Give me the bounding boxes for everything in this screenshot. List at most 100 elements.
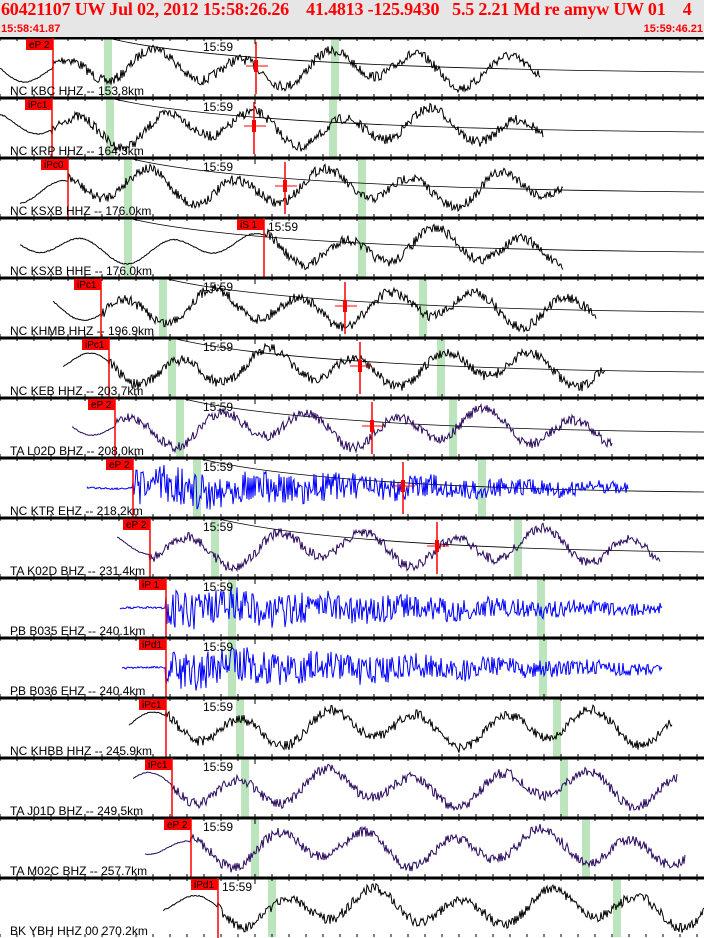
channel-label: NC KRP HHZ -- 164.3km (10, 144, 144, 158)
phase-pick-flag (88, 399, 115, 410)
waveform-trace (144, 823, 686, 873)
channel-panel[interactable]: iS 1 15:59 NC KSXB HHE -- 176.0km (0, 216, 704, 278)
minute-label: 15:59 (268, 220, 298, 234)
travel-time-curve (179, 397, 704, 433)
channel-panel[interactable]: iPc0 15:59 NC KSXB HHZ -- 176.0km (0, 156, 704, 218)
channel-label: TA K02D BHZ -- 231.4km (10, 564, 145, 578)
waveform-trace (0, 102, 544, 153)
channel-label: PB B036 EHZ -- 240.4km (10, 684, 145, 698)
channel-panel[interactable]: eP 2 15:59 NC KTR EHZ -- 218.2km (0, 456, 704, 518)
phase-pick-label: iP 1 (142, 580, 159, 591)
s-pick-marker (370, 420, 374, 432)
phase-pick-flag (139, 579, 166, 590)
phase-pick-label: iPc1 (77, 280, 97, 291)
channel-label: NC KSXB HHE -- 176.0km (10, 264, 152, 278)
channel-label: NC KHMB HHZ -- 196.9km (10, 324, 154, 338)
travel-time-curve (127, 217, 704, 253)
seismogram-panels[interactable]: eP 2 15:59 NC KBC HHZ -- 153.8km iPc1 15:59 N… (0, 37, 704, 938)
minute-label: 15:59 (222, 880, 252, 894)
s-pick-marker (401, 480, 405, 492)
travel-time-curve (127, 157, 704, 193)
phase-pick-label: eP 2 (126, 520, 147, 531)
waveform-trace (86, 464, 629, 510)
waveform-trace (121, 646, 663, 691)
minute-label: 15:59 (203, 520, 233, 534)
predicted-s-marker (329, 98, 337, 157)
minute-label: 15:59 (203, 760, 233, 774)
phase-pick-label: eP 2 (91, 400, 112, 411)
predicted-s-marker (553, 698, 561, 757)
predicted-p-marker (236, 698, 244, 757)
phase-pick-label: iPc1 (28, 100, 48, 111)
channel-panel[interactable]: iPc1 15:59 NC KRP HHZ -- 164.3km (0, 96, 704, 158)
channel-panel[interactable]: eP 2 15:59 TA L02D BHZ -- 208.0km (0, 396, 704, 458)
channel-label: NC KEB HHZ -- 203.7km (10, 384, 143, 398)
phase-pick-flag (164, 819, 191, 830)
minute-label: 15:59 (203, 820, 233, 834)
phase-pick-label: iPc1 (142, 700, 162, 711)
channel-label: TA J01D BHZ -- 249.5km (10, 804, 143, 818)
phase-pick-label: eP 2 (109, 460, 130, 471)
predicted-p-marker (124, 218, 132, 277)
phase-pick-flag (237, 219, 264, 230)
travel-time-curve (109, 97, 704, 133)
channel-label: TA L02D BHZ -- 208.0km (10, 444, 144, 458)
phase-pick-flag (191, 879, 218, 890)
channel-panel[interactable]: iPc1 15:59 NC KHBB HHZ -- 245.9km (0, 696, 704, 758)
channel-panel[interactable]: iPd1 15:59 PB B036 EHZ -- 240.4km (0, 636, 704, 698)
channel-panel[interactable]: eP 2 15:59 TA M02C BHZ -- 257.7km (0, 816, 704, 878)
phase-pick-flag (106, 459, 133, 470)
channel-panel[interactable]: iPd1 15:59 BK YBH HHZ 00 270.2km (0, 876, 704, 938)
window-end-time: 15:59:46.21 (643, 23, 703, 35)
waveform-trace (52, 283, 597, 333)
channel-panel[interactable]: iPc1 15:59 NC KHMB HHZ -- 196.9km (0, 276, 704, 338)
phase-pick-flag (41, 159, 68, 170)
minute-label: 15:59 (203, 460, 233, 474)
minute-label: 15:59 (203, 640, 233, 654)
phase-pick-flag (74, 279, 101, 290)
waveform-trace (162, 882, 704, 933)
event-header: 60421107 UW Jul 02, 2012 15:58:26.26 41.… (0, 0, 704, 37)
channel-panel[interactable]: iP 1 15:59 PB B035 EHZ -- 240.1km (0, 576, 704, 638)
channel-label: NC KTR EHZ -- 218.2km (10, 504, 143, 518)
waveform-trace (0, 44, 541, 94)
phase-pick-label: iPd1 (142, 640, 162, 651)
channel-label: NC KHBB HHZ -- 245.9km (10, 744, 152, 758)
predicted-s-marker (358, 158, 366, 217)
travel-time-curve (107, 37, 704, 73)
predicted-p-marker (228, 638, 236, 697)
minute-label: 15:59 (203, 40, 233, 54)
channel-label: NC KBC HHZ -- 153.8km (10, 84, 144, 98)
waveform-trace (116, 522, 661, 573)
phase-pick-label: iPd1 (194, 880, 214, 891)
phase-pick-flag (139, 639, 166, 650)
s-pick-marker (435, 540, 439, 552)
phase-pick-flag (145, 759, 172, 770)
channel-panel[interactable]: eP 2 15:59 TA K02D BHZ -- 231.4km (0, 516, 704, 578)
phase-pick-label: eP 2 (29, 40, 50, 51)
predicted-p-marker (124, 158, 132, 217)
predicted-p-marker (176, 398, 184, 457)
window-start-time: 15:58:41.87 (1, 23, 61, 35)
minute-label: 15:59 (203, 400, 233, 414)
predicted-s-marker (478, 458, 486, 517)
phase-pick-flag (139, 699, 166, 710)
s-pick-marker (358, 360, 362, 372)
predicted-p-marker (241, 758, 249, 817)
s-pick-marker (283, 180, 287, 192)
travel-time-curve (162, 277, 704, 313)
predicted-s-marker (582, 818, 590, 877)
minute-label: 15:59 (203, 580, 233, 594)
waveform-trace (62, 342, 606, 392)
s-pick-marker (252, 120, 256, 132)
channel-label: PB B035 EHZ -- 240.1km (10, 624, 145, 638)
channel-label: NC KSXB HHZ -- 176.0km (10, 204, 151, 218)
channel-panel[interactable]: eP 2 15:59 NC KBC HHZ -- 153.8km (0, 37, 704, 98)
predicted-s-marker (419, 278, 427, 337)
phase-pick-flag (123, 519, 150, 530)
channel-panel[interactable]: iPc1 15:59 NC KEB HHZ -- 203.7km (0, 336, 704, 398)
predicted-p-marker (193, 458, 201, 517)
channel-panel[interactable]: iPc1 15:59 TA J01D BHZ -- 249.5km (0, 756, 704, 818)
travel-time-curve (196, 457, 704, 493)
phase-pick-label: iS 1 (240, 220, 258, 231)
